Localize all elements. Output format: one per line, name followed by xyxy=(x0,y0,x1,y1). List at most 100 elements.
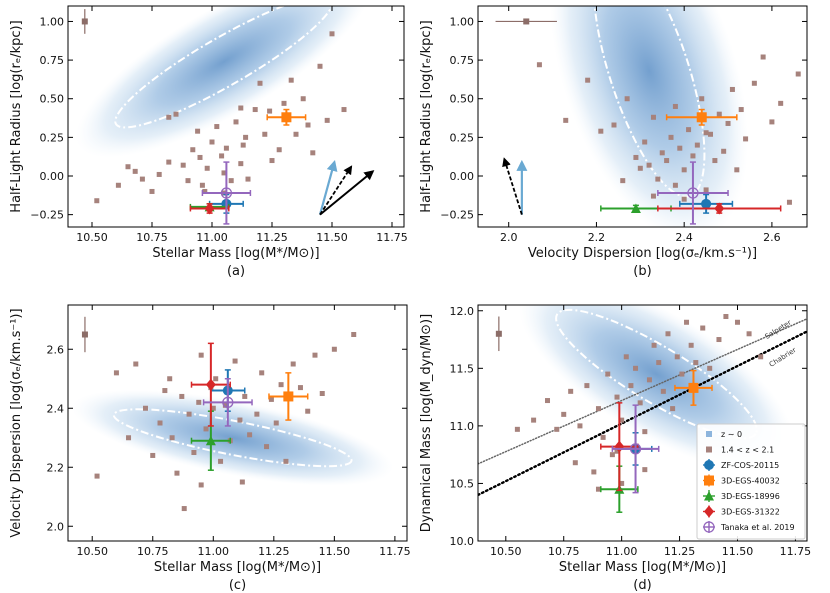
background-point xyxy=(166,114,172,120)
background-point xyxy=(694,142,700,148)
marker-tanaka-et-al-2019 xyxy=(629,443,642,455)
background-point xyxy=(264,444,270,450)
legend-entry: 3D-EGS-40032 xyxy=(703,474,780,487)
marker-3d-egs-18996 xyxy=(630,203,641,213)
panel-d: 10.50 10.75 11.00 11.25 11.50 11.75 10.0 10.5 11… xyxy=(419,304,812,593)
axes-frame xyxy=(67,304,408,542)
x-tick-label: 11.50 xyxy=(722,545,754,558)
y-tick-label: 2.0 xyxy=(47,520,65,533)
galaxy-tanaka-et-al-2019 xyxy=(202,378,253,427)
background-point xyxy=(269,158,275,164)
background-point xyxy=(686,127,692,133)
background-point xyxy=(305,408,311,414)
background-point xyxy=(699,96,705,102)
marker-3d-egs-40032 xyxy=(281,112,292,123)
background-point xyxy=(609,452,615,458)
background-point xyxy=(310,150,316,156)
background-point xyxy=(243,134,249,140)
background-point xyxy=(778,100,784,106)
background-point xyxy=(288,77,294,83)
background-point xyxy=(276,147,282,153)
typical-error-marker xyxy=(523,18,530,25)
background-point xyxy=(688,342,694,348)
x-tick-label: 11.00 xyxy=(606,545,638,558)
background-point xyxy=(751,80,757,86)
background-point xyxy=(660,388,666,394)
y-tick-label: 0.25 xyxy=(450,131,475,144)
background-point xyxy=(650,193,656,199)
density-cloud xyxy=(518,305,795,471)
background-point xyxy=(620,178,626,184)
background-point xyxy=(693,360,699,366)
x-tick-label: 2.6 xyxy=(763,231,781,244)
background-point xyxy=(584,383,590,389)
galaxy-tanaka-et-al-2019 xyxy=(201,161,252,225)
background-point xyxy=(614,394,620,400)
galaxy-3d-egs-40032 xyxy=(266,108,307,126)
background-point xyxy=(734,167,740,173)
background-point xyxy=(668,134,674,140)
background-point xyxy=(723,314,729,320)
background-point xyxy=(283,458,289,464)
panel-label: (d) xyxy=(633,578,651,593)
background-point xyxy=(716,111,722,117)
background-point xyxy=(228,178,234,184)
background-point xyxy=(126,435,132,441)
legend-label: ZF-COS-20115 xyxy=(721,461,779,470)
background-point xyxy=(195,128,201,134)
background-point xyxy=(729,86,735,92)
panel-c: 10.50 10.75 11.00 11.25 11.50 11.75 2.0 2.2 2.4 2… xyxy=(9,304,411,593)
background-point xyxy=(746,331,752,337)
galaxy-3d-egs-40032 xyxy=(665,108,738,126)
galaxy-3d-egs-31322 xyxy=(657,202,782,215)
x-axis-label: Stellar Mass [log(M*/M⊙)] xyxy=(152,246,319,261)
y-tick-label: 0.50 xyxy=(450,93,475,106)
marker-3d-egs-40032 xyxy=(283,391,294,402)
background-point xyxy=(210,405,216,411)
background-point xyxy=(700,325,706,331)
background-point xyxy=(712,158,718,164)
background-point xyxy=(190,147,196,153)
background-point xyxy=(252,107,258,113)
galaxy-3d-egs-31322 xyxy=(189,202,230,215)
galaxy-3d-egs-31322 xyxy=(190,342,231,427)
legend-entry: ZF-COS-20115 xyxy=(703,459,779,471)
background-point xyxy=(331,346,337,352)
y-tick-label: −0.25 xyxy=(440,209,474,222)
typical-error-marker xyxy=(495,330,502,337)
background-point xyxy=(290,361,296,367)
background-point xyxy=(312,352,318,358)
x-tick-label: 11.50 xyxy=(319,545,351,558)
y-tick-label: 2.6 xyxy=(47,343,65,356)
background-point xyxy=(664,158,670,164)
background-point xyxy=(115,182,121,188)
background-point xyxy=(670,406,676,412)
marker-3d-egs-31322 xyxy=(714,202,725,215)
x-tick-label: 10.75 xyxy=(137,545,169,558)
background-point xyxy=(268,396,274,402)
x-tick-label: 11.00 xyxy=(196,231,228,244)
background-point xyxy=(707,131,713,137)
y-tick-label: 2.4 xyxy=(47,402,65,415)
y-tick-label: 0.00 xyxy=(450,170,475,183)
background-point xyxy=(173,111,179,117)
typical-error-marker xyxy=(81,18,88,25)
background-point xyxy=(554,426,560,432)
y-tick-label: 0.25 xyxy=(40,131,65,144)
background-point xyxy=(795,71,801,77)
y-tick-label: −0.25 xyxy=(30,209,64,222)
background-point xyxy=(716,337,722,343)
x-tick-label: 2.2 xyxy=(588,231,606,244)
legend-marker xyxy=(706,431,712,437)
x-tick-label: 11.75 xyxy=(780,545,812,558)
density-cloud xyxy=(549,6,749,227)
background-point xyxy=(94,198,100,204)
arrow-black-dashed xyxy=(319,165,353,216)
y-tick-label: 1.00 xyxy=(450,15,475,28)
legend-label: z ∼ 0 xyxy=(721,430,742,439)
background-point xyxy=(150,452,156,458)
background-point xyxy=(536,62,542,68)
x-axis-label: Stellar Mass [log(M*/M⊙)] xyxy=(154,560,321,575)
y-axis-label: Velocity Dispersion [log(σₑ/km.s⁻¹)] xyxy=(9,308,24,537)
background-point xyxy=(568,388,574,394)
